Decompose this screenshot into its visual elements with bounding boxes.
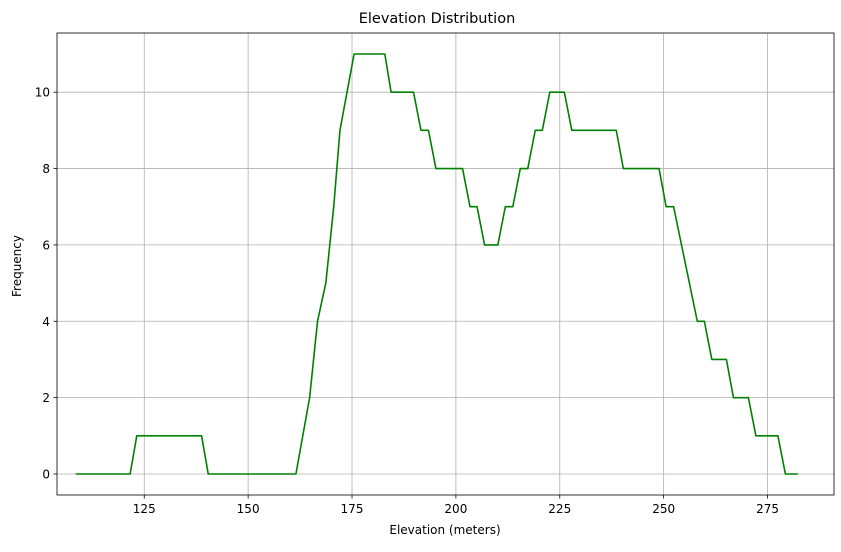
x-tick-label: 250: [652, 502, 675, 516]
x-axis-title: Elevation (meters): [389, 523, 500, 537]
x-tick-label: 225: [548, 502, 571, 516]
plot-frame: [56, 32, 835, 496]
y-tick-label: 2: [42, 391, 50, 405]
y-tick-label: 10: [35, 86, 50, 100]
y-tick-label: 8: [42, 162, 50, 176]
y-tick-label: 4: [42, 315, 50, 329]
chart-title: Elevation Distribution: [359, 11, 516, 27]
series-line-1: [75, 53, 798, 475]
x-tick-label: 175: [341, 502, 364, 516]
ticks: 125 150 175 200 225 250 275 0 2 4 6 8 10: [35, 86, 779, 516]
x-tick-label: 275: [756, 502, 779, 516]
x-tick-label: 200: [444, 502, 467, 516]
y-tick-label: 0: [42, 468, 50, 482]
x-tick-label: 125: [133, 502, 156, 516]
y-tick-label: 6: [42, 238, 50, 252]
x-tick-label: 150: [237, 502, 260, 516]
series-layer: [75, 53, 798, 475]
y-axis-title: Frequency: [10, 235, 24, 297]
